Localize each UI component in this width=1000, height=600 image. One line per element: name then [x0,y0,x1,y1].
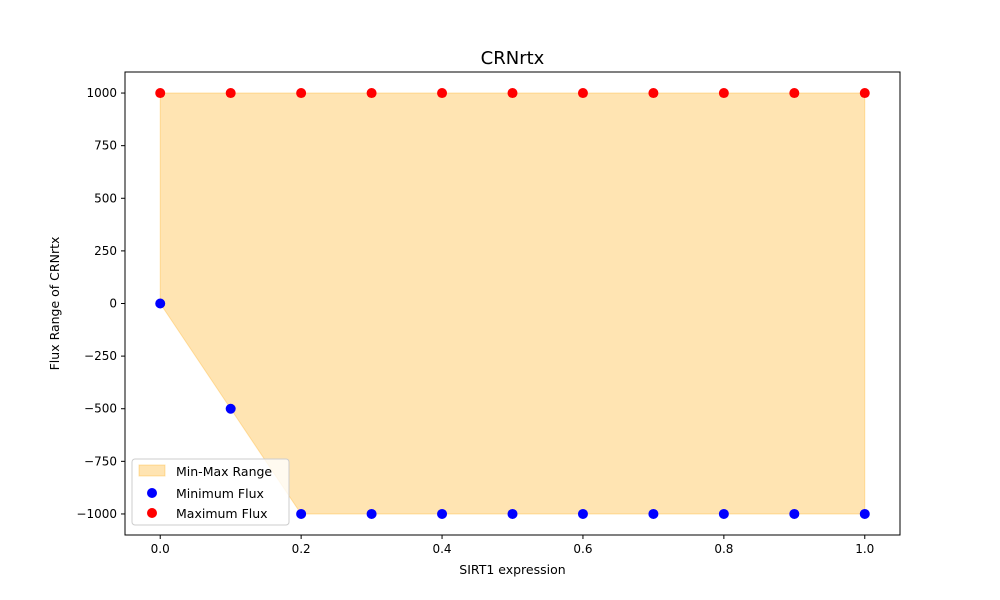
x-tick-label: 1.0 [855,542,874,556]
y-tick-label: 0 [109,297,117,311]
x-tick-label: 0.8 [714,542,733,556]
fill-layer [159,92,866,515]
legend-label-minimum-flux: Minimum Flux [176,486,264,501]
points-layer [155,88,870,519]
minimum-flux-point [648,508,659,519]
y-ticks: −1000 −750 −500 −250 0 250 500 750 1000 [76,86,125,521]
min-max-range-area [159,92,866,515]
y-axis-label: Flux Range of CRNrtx [47,237,62,371]
maximum-flux-point [155,88,166,99]
maximum-flux-point [648,88,659,99]
y-tick-label: −500 [84,402,117,416]
x-tick-label: 0.2 [292,542,311,556]
y-tick-label: 750 [94,139,117,153]
minimum-flux-point [789,508,800,519]
maximum-flux-point [718,88,729,99]
minimum-flux-point [225,403,236,414]
legend-swatch-min-max-range [138,464,166,477]
y-tick-label: 500 [94,191,117,205]
y-tick-label: −750 [84,454,117,468]
legend-box [131,458,290,526]
maximum-flux-point [789,88,800,99]
maximum-flux-point [225,88,236,99]
minimum-flux-point [155,298,166,309]
y-tick-label: −250 [84,349,117,363]
legend-label-min-max-range: Min-Max Range [176,464,272,479]
x-tick-label: 0.6 [573,542,592,556]
maximum-flux-point [296,88,307,99]
x-axis-label: SIRT1 expression [459,562,565,577]
legend-label-maximum-flux: Maximum Flux [176,506,268,521]
minimum-flux-point [366,508,377,519]
x-ticks: 0.0 0.2 0.4 0.6 0.8 1.0 [151,535,874,556]
legend-marker-maximum-flux [147,508,157,518]
minimum-flux-point [718,508,729,519]
x-tick-label: 0.0 [151,542,170,556]
chart-title: CRNrtx [481,48,545,69]
minimum-flux-point [296,508,307,519]
maximum-flux-point [366,88,377,99]
y-tick-label: −1000 [76,507,117,521]
maximum-flux-point [577,88,588,99]
legend: Min-Max Range Minimum Flux Maximum Flux [131,458,290,526]
maximum-flux-point [859,88,870,99]
maximum-flux-point [507,88,518,99]
y-tick-label: 250 [94,244,117,258]
minimum-flux-point [507,508,518,519]
x-tick-label: 0.4 [432,542,451,556]
y-tick-label: 1000 [86,86,117,100]
minimum-flux-point [437,508,448,519]
legend-marker-minimum-flux [147,488,157,498]
maximum-flux-point [437,88,448,99]
minimum-flux-point [577,508,588,519]
minimum-flux-point [859,508,870,519]
